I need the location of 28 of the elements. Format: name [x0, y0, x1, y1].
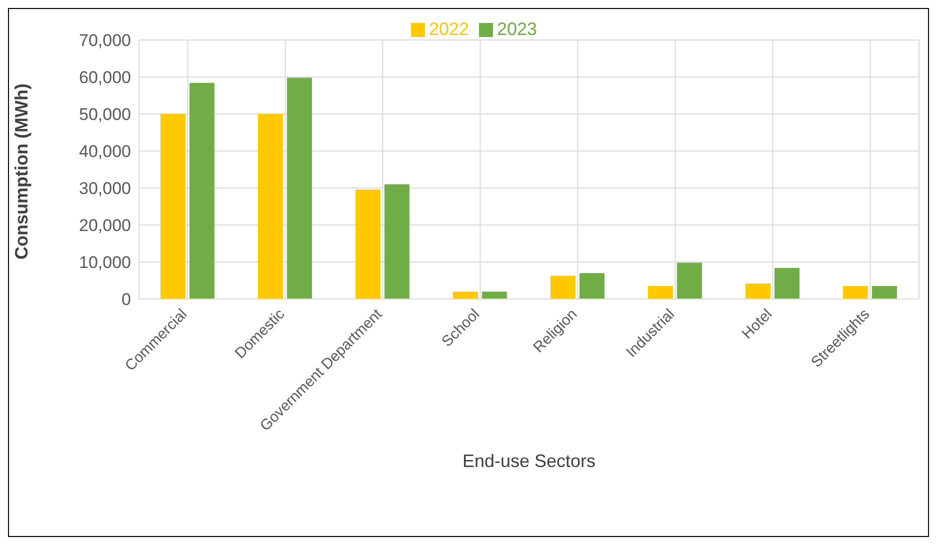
bar: [452, 292, 478, 299]
bar: [842, 286, 868, 299]
y-tick-label: 30,000: [79, 179, 131, 198]
bar: [550, 276, 576, 299]
bar: [676, 262, 702, 299]
bar: [774, 268, 800, 299]
x-axis-title: End-use Sectors: [462, 451, 596, 471]
bar: [286, 78, 312, 299]
legend-label: 2023: [497, 19, 538, 39]
y-tick-label: 0: [122, 290, 131, 310]
y-tick-label: 70,000: [79, 31, 131, 50]
y-tick-label: 40,000: [79, 142, 131, 162]
y-tick-label: 20,000: [79, 216, 131, 236]
bar: [482, 292, 507, 299]
y-tick-label: 60,000: [79, 68, 131, 88]
bar: [258, 114, 283, 299]
bar: [745, 283, 770, 299]
bar: [384, 184, 410, 299]
y-axis-title: Consumption (MWh): [11, 84, 32, 260]
bar: [872, 286, 897, 299]
bar: [579, 273, 604, 299]
legend-label: 2022: [428, 19, 469, 39]
bar: [189, 82, 214, 299]
y-tick-label: 10,000: [79, 253, 131, 272]
bar: [160, 114, 186, 299]
y-tick-label: 50,000: [79, 105, 131, 124]
bar: [648, 286, 673, 299]
bar: [355, 189, 380, 299]
